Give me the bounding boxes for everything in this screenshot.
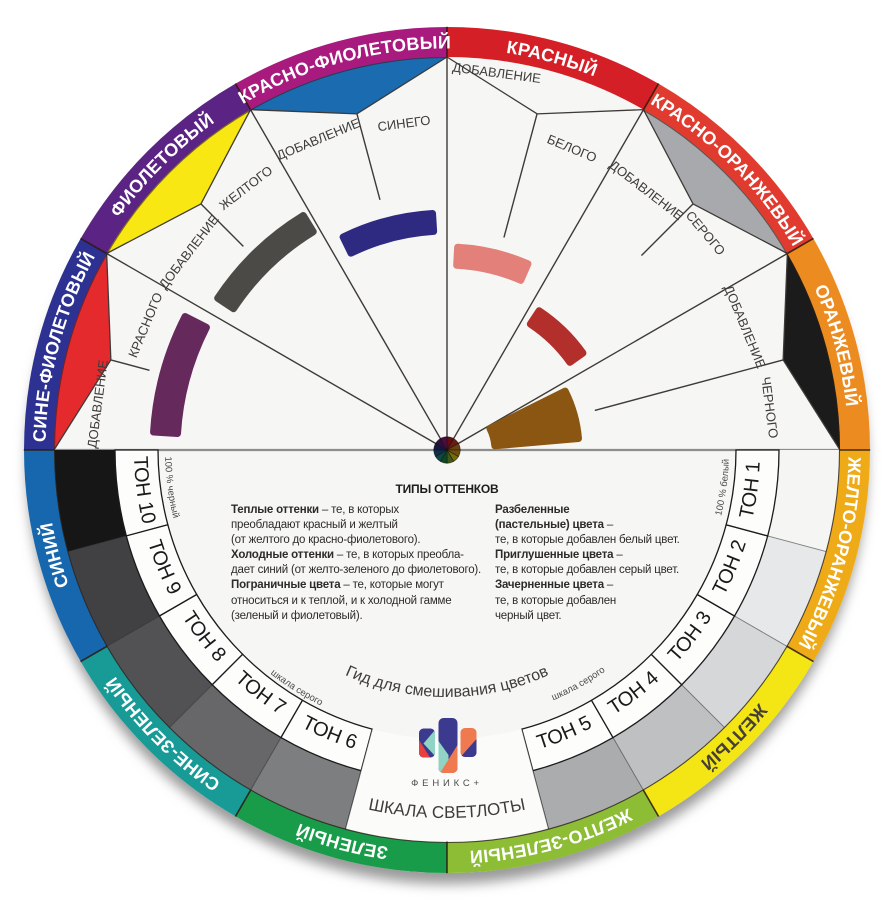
svg-text:ФЕНИКС+: ФЕНИКС+ [411,778,483,789]
svg-text:СИНЕГО: СИНЕГО [377,112,432,134]
